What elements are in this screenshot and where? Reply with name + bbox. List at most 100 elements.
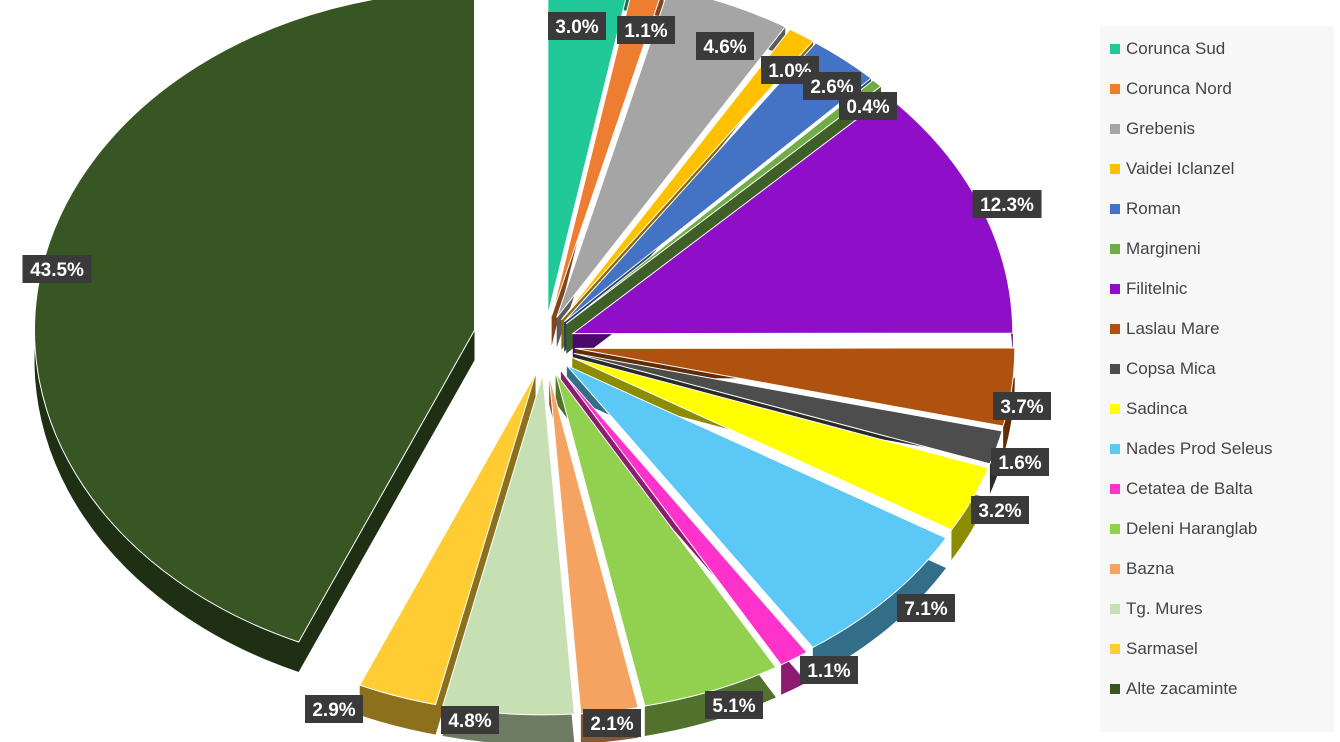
pie-slice-side-sadinca bbox=[572, 357, 989, 561]
data-label-bazna: 2.1% bbox=[590, 714, 633, 735]
pie-slice-side-sarmasel bbox=[359, 373, 536, 735]
legend-item-copsa-mica: Copsa Mica bbox=[1110, 354, 1216, 384]
data-label-background bbox=[617, 16, 675, 44]
legend-label: Deleni Haranglab bbox=[1126, 519, 1258, 538]
pie-slice-nades-prod-seleus bbox=[566, 365, 947, 649]
legend-swatch bbox=[1110, 564, 1120, 574]
legend-item-corunca-sud: Corunca Sud bbox=[1110, 34, 1225, 64]
data-label-background bbox=[800, 656, 858, 684]
legend-item-cetatea-de-balta: Cetatea de Balta bbox=[1110, 474, 1253, 504]
data-label-background bbox=[696, 32, 754, 60]
legend-swatch bbox=[1110, 84, 1120, 94]
data-label-copsa-mica: 1.6% bbox=[998, 453, 1041, 474]
legend-item-margineni: Margineni bbox=[1110, 234, 1201, 264]
pie-slice-alte-zacaminte bbox=[34, 0, 476, 643]
legend-label: Corunca Sud bbox=[1126, 39, 1226, 58]
pie-plot-area: 3.0% 1.1%4.6%1.0%2.6%0.4%12.3%3.7%1.6%3.2… bbox=[22, 0, 1051, 742]
data-label-background bbox=[839, 92, 897, 120]
pie-slice-vaidei-iclanzel bbox=[560, 28, 814, 321]
legend-item-grebenis: Grebenis bbox=[1110, 114, 1195, 144]
data-label-corunca-nord: 1.1% bbox=[624, 21, 667, 42]
legend-label: Margineni bbox=[1126, 239, 1201, 258]
legend-swatch bbox=[1110, 244, 1120, 254]
legend-item-sarmasel: Sarmasel bbox=[1110, 634, 1198, 664]
legend-label: Roman bbox=[1126, 199, 1181, 218]
legend-label: Vaidei Iclanzel bbox=[1126, 159, 1235, 178]
legend-swatch bbox=[1110, 644, 1120, 654]
pie-slice-sarmasel bbox=[358, 373, 537, 706]
legend-label: Alte zacaminte bbox=[1126, 679, 1238, 698]
legend-swatch bbox=[1110, 284, 1120, 294]
legend-label: Cetatea de Balta bbox=[1126, 479, 1253, 498]
data-label-background bbox=[971, 496, 1029, 524]
legend-swatch bbox=[1110, 604, 1120, 614]
data-label-laslau-mare: 3.7% bbox=[1000, 397, 1043, 418]
legend-label: Grebenis bbox=[1126, 119, 1195, 138]
legend-swatch bbox=[1110, 324, 1120, 334]
data-label-corunca-sud: 3.0% bbox=[555, 17, 598, 38]
pie-slice-roman bbox=[563, 42, 872, 323]
legend-swatch bbox=[1110, 684, 1120, 694]
pie-slice-cetatea-de-balta bbox=[560, 370, 808, 666]
legend-item-sadinca: Sadinca bbox=[1110, 394, 1187, 424]
legend-item-alte-zacaminte: Alte zacaminte bbox=[1110, 674, 1238, 704]
data-label-grebenis: 4.6% bbox=[703, 37, 746, 58]
legend-swatch bbox=[1110, 204, 1120, 214]
data-label-background bbox=[22, 255, 92, 283]
legend-item-bazna: Bazna bbox=[1110, 554, 1174, 584]
data-label-background bbox=[305, 695, 363, 723]
legend-item-filitelnic: Filitelnic bbox=[1110, 274, 1187, 304]
data-label-background bbox=[897, 594, 955, 622]
pie-slice-deleni-haranglab bbox=[555, 372, 777, 707]
legend-swatch bbox=[1110, 524, 1120, 534]
data-label-tg-mures: 4.8% bbox=[448, 711, 491, 732]
data-label-sadinca: 3.2% bbox=[978, 501, 1021, 522]
legend-swatch bbox=[1110, 124, 1120, 134]
data-label-deleni-haranglab: 5.1% bbox=[712, 696, 755, 717]
data-label-vaidei-iclanzel: 1.0% bbox=[768, 61, 811, 82]
legend-label: Laslau Mare bbox=[1126, 319, 1220, 338]
legend-item-corunca-nord: Corunca Nord bbox=[1110, 74, 1232, 104]
pie-slice-corunca-sud bbox=[547, 0, 627, 316]
legend-label: Sadinca bbox=[1126, 399, 1188, 418]
data-label-background bbox=[705, 691, 763, 719]
legend-item-tg-mures: Tg. Mures bbox=[1110, 594, 1203, 624]
data-label-nades-prod-seleus: 7.1% bbox=[904, 599, 947, 620]
chart-legend: Corunca Sud Corunca Nord Grebenis Vaidei Ic… bbox=[1100, 26, 1334, 732]
data-label-filitelnic: 12.3% bbox=[980, 195, 1034, 216]
data-label-margineni: 0.4% bbox=[846, 97, 889, 118]
legend-swatch bbox=[1110, 444, 1120, 454]
pie-slice-grebenis bbox=[556, 0, 787, 318]
legend-swatch bbox=[1110, 44, 1120, 54]
legend-item-laslau-mare: Laslau Mare bbox=[1110, 314, 1220, 344]
legend-item-vaidei-iclanzel: Vaidei Iclanzel bbox=[1110, 154, 1234, 184]
data-label-background bbox=[583, 709, 641, 737]
legend-label: Tg. Mures bbox=[1126, 599, 1203, 618]
data-label-alte-zacaminte: 43.5% bbox=[30, 260, 84, 281]
legend-swatch bbox=[1110, 164, 1120, 174]
data-label-sarmasel: 2.9% bbox=[312, 700, 355, 721]
legend-label: Bazna bbox=[1126, 559, 1175, 578]
legend-label: Corunca Nord bbox=[1126, 79, 1232, 98]
pie-slice-margineni bbox=[565, 79, 882, 325]
legend-item-roman: Roman bbox=[1110, 194, 1181, 224]
data-label-background bbox=[972, 190, 1042, 218]
legend-swatch bbox=[1110, 404, 1120, 414]
data-label-cetatea-de-balta: 1.1% bbox=[807, 661, 850, 682]
legend-label: Filitelnic bbox=[1126, 279, 1188, 298]
pie-slice-laslau-mare bbox=[574, 347, 1016, 427]
legend-item-deleni-haranglab: Deleni Haranglab bbox=[1110, 514, 1257, 544]
pie-slice-corunca-nord bbox=[551, 0, 660, 316]
data-label-background bbox=[993, 392, 1051, 420]
legend-swatch bbox=[1110, 364, 1120, 374]
pie-slice-copsa-mica bbox=[573, 352, 1003, 465]
legend-item-nades-prod-seleus: Nades Prod Seleus bbox=[1110, 434, 1272, 464]
data-label-background bbox=[441, 706, 499, 734]
legend-label: Copsa Mica bbox=[1126, 359, 1216, 378]
legend-swatch bbox=[1110, 484, 1120, 494]
data-label-background bbox=[991, 448, 1049, 476]
legend-label: Nades Prod Seleus bbox=[1126, 439, 1273, 458]
legend-label: Sarmasel bbox=[1126, 639, 1198, 658]
data-label-background bbox=[548, 12, 606, 40]
